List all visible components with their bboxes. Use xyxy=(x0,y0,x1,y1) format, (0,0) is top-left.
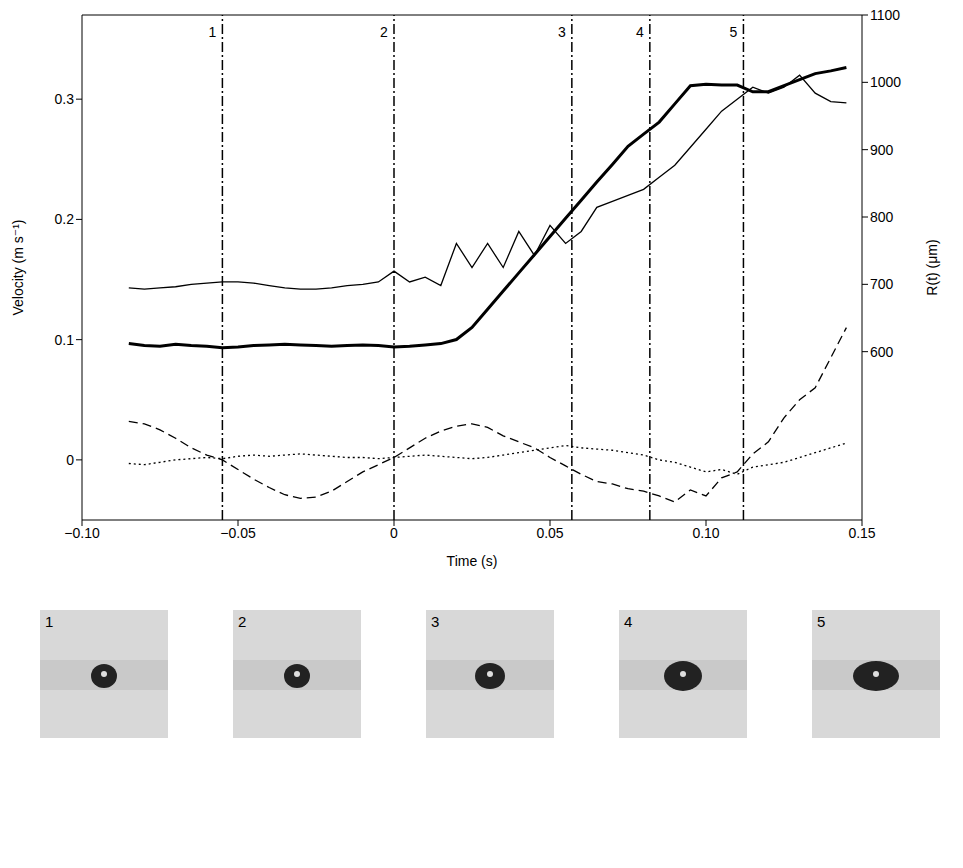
svg-text:3: 3 xyxy=(558,24,566,40)
svg-text:4: 4 xyxy=(624,613,632,630)
svg-text:−0.10: −0.10 xyxy=(64,525,100,541)
svg-text:0: 0 xyxy=(66,452,74,468)
svg-text:1: 1 xyxy=(45,613,53,630)
svg-text:600: 600 xyxy=(870,344,894,360)
svg-text:−0.05: −0.05 xyxy=(220,525,256,541)
svg-text:0.3: 0.3 xyxy=(55,91,75,107)
svg-text:800: 800 xyxy=(870,209,894,225)
svg-text:5: 5 xyxy=(817,613,825,630)
svg-text:1000: 1000 xyxy=(870,74,901,90)
svg-text:1100: 1100 xyxy=(870,7,900,23)
svg-text:3: 3 xyxy=(431,613,439,630)
svg-text:2: 2 xyxy=(238,613,246,630)
svg-text:0.15: 0.15 xyxy=(848,525,875,541)
svg-text:0.10: 0.10 xyxy=(692,525,719,541)
svg-text:5: 5 xyxy=(730,24,738,40)
svg-text:R(t) (μm): R(t) (μm) xyxy=(924,239,940,295)
svg-text:0.1: 0.1 xyxy=(55,332,75,348)
svg-text:900: 900 xyxy=(870,142,894,158)
svg-text:1: 1 xyxy=(209,24,217,40)
svg-text:Time (s): Time (s) xyxy=(447,553,498,569)
svg-text:0.05: 0.05 xyxy=(536,525,563,541)
svg-text:700: 700 xyxy=(870,276,894,292)
svg-text:0.2: 0.2 xyxy=(55,211,75,227)
svg-text:0: 0 xyxy=(390,525,398,541)
svg-text:4: 4 xyxy=(636,24,644,40)
svg-text:Velocity (m s⁻¹): Velocity (m s⁻¹) xyxy=(10,219,26,315)
svg-text:2: 2 xyxy=(380,24,388,40)
